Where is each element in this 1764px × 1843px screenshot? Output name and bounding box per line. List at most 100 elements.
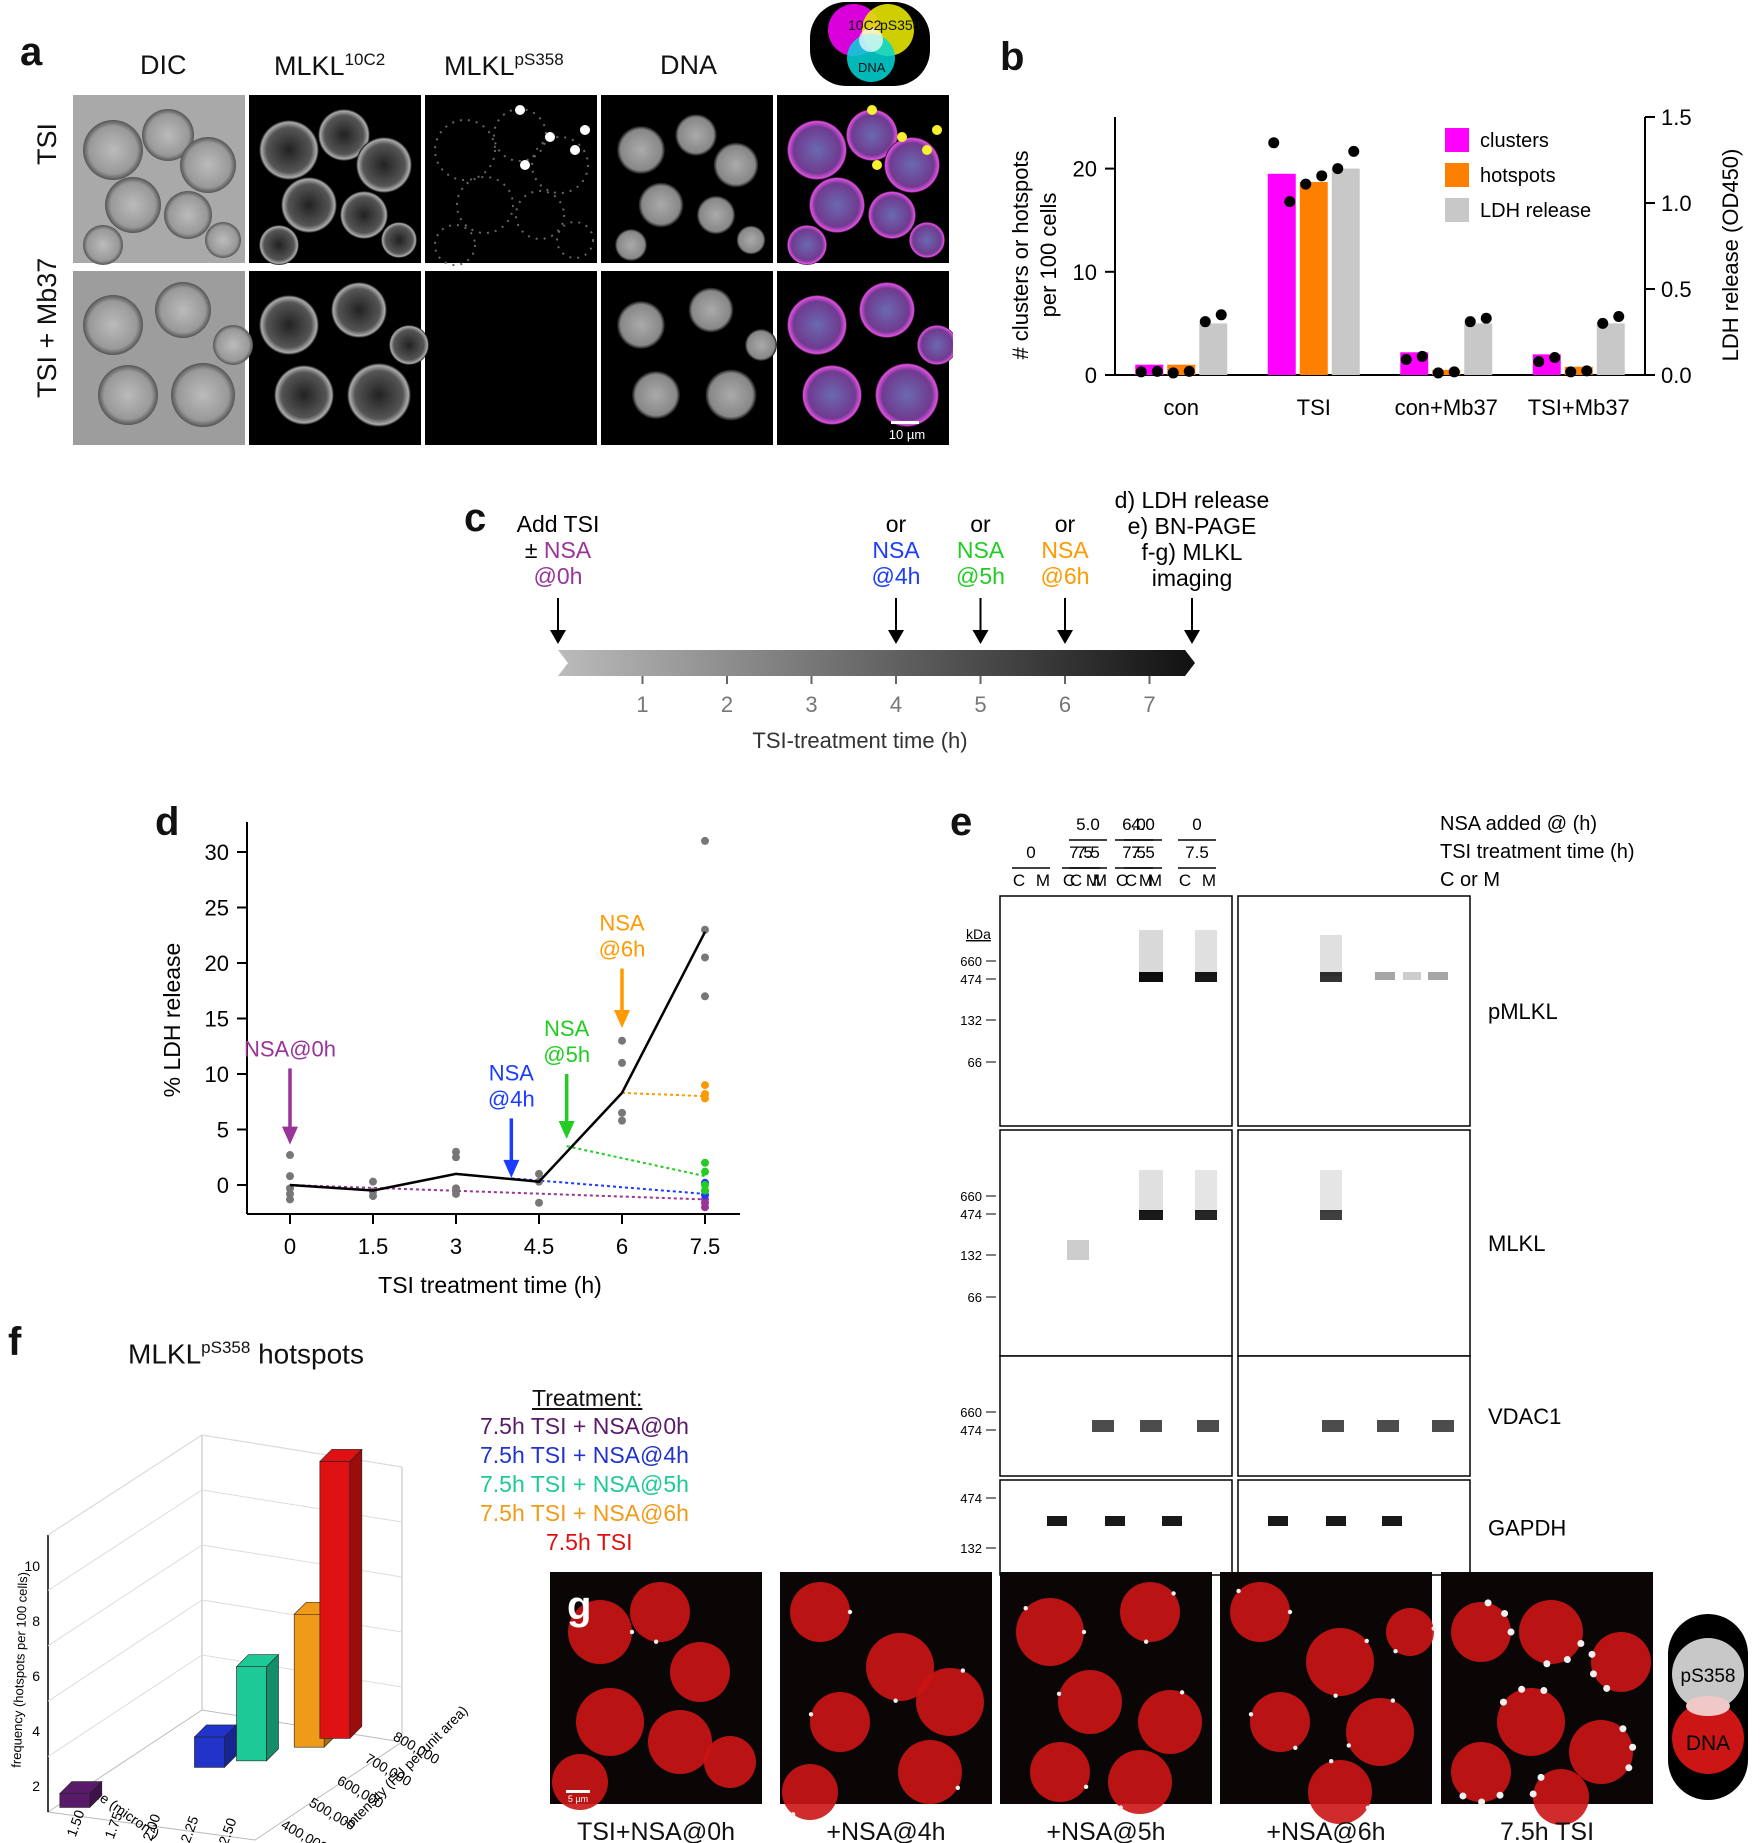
img-mb37-ps358	[425, 271, 597, 445]
b-dot	[1167, 367, 1179, 379]
e-m-label: M	[1086, 871, 1100, 890]
e-c-label: C	[1125, 871, 1137, 890]
d-point	[369, 1177, 377, 1186]
timeline-bar	[558, 650, 1195, 676]
b-bar	[1167, 364, 1196, 375]
g-legend-bottom: DNA	[1686, 1732, 1730, 1755]
d-point	[701, 1181, 709, 1189]
f-title: MLKLpS358 hotspots	[128, 1338, 364, 1370]
col-header-dna: DNA	[660, 50, 718, 80]
e-m-label: M	[1148, 871, 1162, 890]
d-point	[452, 1189, 460, 1198]
d-xtick-label: 7.5	[690, 1234, 721, 1259]
d-point	[452, 1147, 460, 1156]
d-dashed-line	[566, 1145, 706, 1178]
venn-10c2: 10C2	[848, 17, 882, 33]
b-dot	[1480, 312, 1492, 324]
g-label: TSI+NSA@0h	[577, 1818, 735, 1843]
d-point	[701, 953, 709, 962]
d-ytick-label: 25	[205, 896, 229, 921]
d-point	[369, 1192, 377, 1201]
d-point	[286, 1151, 294, 1160]
b-category-label: TSI	[1297, 395, 1331, 420]
e-blot-right	[1237, 1355, 1471, 1477]
b-dot	[1432, 367, 1444, 379]
c-or: or	[970, 511, 991, 537]
e-m-label: M	[1036, 871, 1050, 890]
b-legend-label: hotspots	[1480, 165, 1556, 187]
f-ztick-label: 2	[32, 1778, 40, 1794]
c-nsa0: ± NSA	[525, 537, 592, 563]
e-blot-right	[1237, 1129, 1471, 1357]
b-dot	[1597, 317, 1609, 329]
b-ylabel-2: per 100 cells	[1036, 193, 1061, 318]
f-bar	[319, 1461, 351, 1739]
d-point	[701, 925, 709, 934]
e-blot-left	[999, 1479, 1233, 1576]
e-tsi-label: 0	[1026, 843, 1035, 862]
d-point	[452, 1153, 460, 1162]
b-dot	[1581, 365, 1593, 377]
g-scalebar: 5 µm	[568, 1794, 588, 1804]
img-tsi-ps358	[425, 95, 597, 263]
d-point	[535, 1198, 543, 1207]
d-annotation: @4h	[488, 1086, 535, 1111]
f-ztick-label: 8	[32, 1613, 40, 1629]
b-category-label: con+Mb37	[1395, 395, 1498, 420]
d-annotation: NSA	[489, 1060, 535, 1085]
e-marker: 474	[960, 1207, 982, 1222]
b-category-label: TSI+Mb37	[1528, 395, 1630, 420]
b-bar	[1199, 323, 1228, 375]
d-point	[701, 836, 709, 845]
c-tick-label: 2	[721, 692, 733, 717]
b-ylabel-right: LDH release (OD450)	[1718, 149, 1743, 362]
e-header-cm: C or M	[1440, 869, 1500, 891]
venn-ps358: pS358	[880, 17, 921, 33]
treatment-label: 7.5h TSI + NSA@4h	[480, 1442, 689, 1468]
row-label-tsi-mb37: TSI + Mb37	[32, 257, 62, 398]
e-nsa-label: 5.0	[1076, 815, 1100, 834]
e-tsi-label: 7.5	[1185, 843, 1209, 862]
b-dot	[1215, 309, 1227, 321]
panel-label-g: g	[567, 1584, 592, 1628]
treatment-label: 7.5h TSI + NSA@6h	[480, 1500, 689, 1526]
col-header-mlkl-ps358: MLKLpS358	[444, 50, 564, 81]
venn-dna: DNA	[858, 60, 886, 75]
f-xtick-label: 2.50	[215, 1816, 239, 1843]
e-m-label: M	[1093, 871, 1107, 890]
c-tick-label: 4	[890, 692, 902, 717]
e-marker: 660	[960, 954, 982, 969]
d-ytick-label: 15	[205, 1007, 229, 1032]
chart-d: 0 5 10 15 20 25 30 0 1.5 3 4.5 6 7.5 TSI treatment ti…	[159, 822, 740, 1298]
c-tick-label: 3	[805, 692, 817, 717]
e-c-label: C	[1070, 871, 1082, 890]
d-point	[618, 1108, 626, 1117]
c-at: @4h	[872, 563, 921, 589]
d-ytick-label: 5	[217, 1118, 229, 1143]
b-legend-swatch	[1445, 128, 1469, 152]
b-dot	[1448, 366, 1460, 378]
c-nsa: NSA	[1041, 537, 1089, 563]
d-point	[701, 1081, 709, 1090]
b-dot	[1332, 163, 1344, 175]
e-tsi-label: 7.5	[1131, 843, 1155, 862]
d-ylabel: % LDH release	[159, 943, 185, 1098]
b-ylabel: # clusters or hotspots	[1008, 150, 1033, 359]
e-blot-left	[999, 1355, 1233, 1477]
d-xtick-label: 4.5	[524, 1234, 555, 1259]
d-annotation: NSA@0h	[244, 1036, 336, 1061]
c-tick-label: 1	[636, 692, 648, 717]
b-dot	[1151, 365, 1163, 377]
d-ytick-label: 20	[205, 951, 229, 976]
treatment-title: Treatment:	[532, 1385, 643, 1411]
e-nsa-label: 4.0	[1131, 815, 1155, 834]
e-c-label: C	[1116, 871, 1128, 890]
c-tick-label: 5	[974, 692, 986, 717]
c-nsa: NSA	[957, 537, 1005, 563]
e-m-label: M	[1139, 871, 1153, 890]
img-mb37-dna	[601, 271, 773, 445]
c-nsa: NSA	[872, 537, 920, 563]
d-dashed-line	[289, 1184, 706, 1201]
panel-label-e: e	[950, 800, 973, 844]
e-blot-left	[999, 1129, 1233, 1357]
